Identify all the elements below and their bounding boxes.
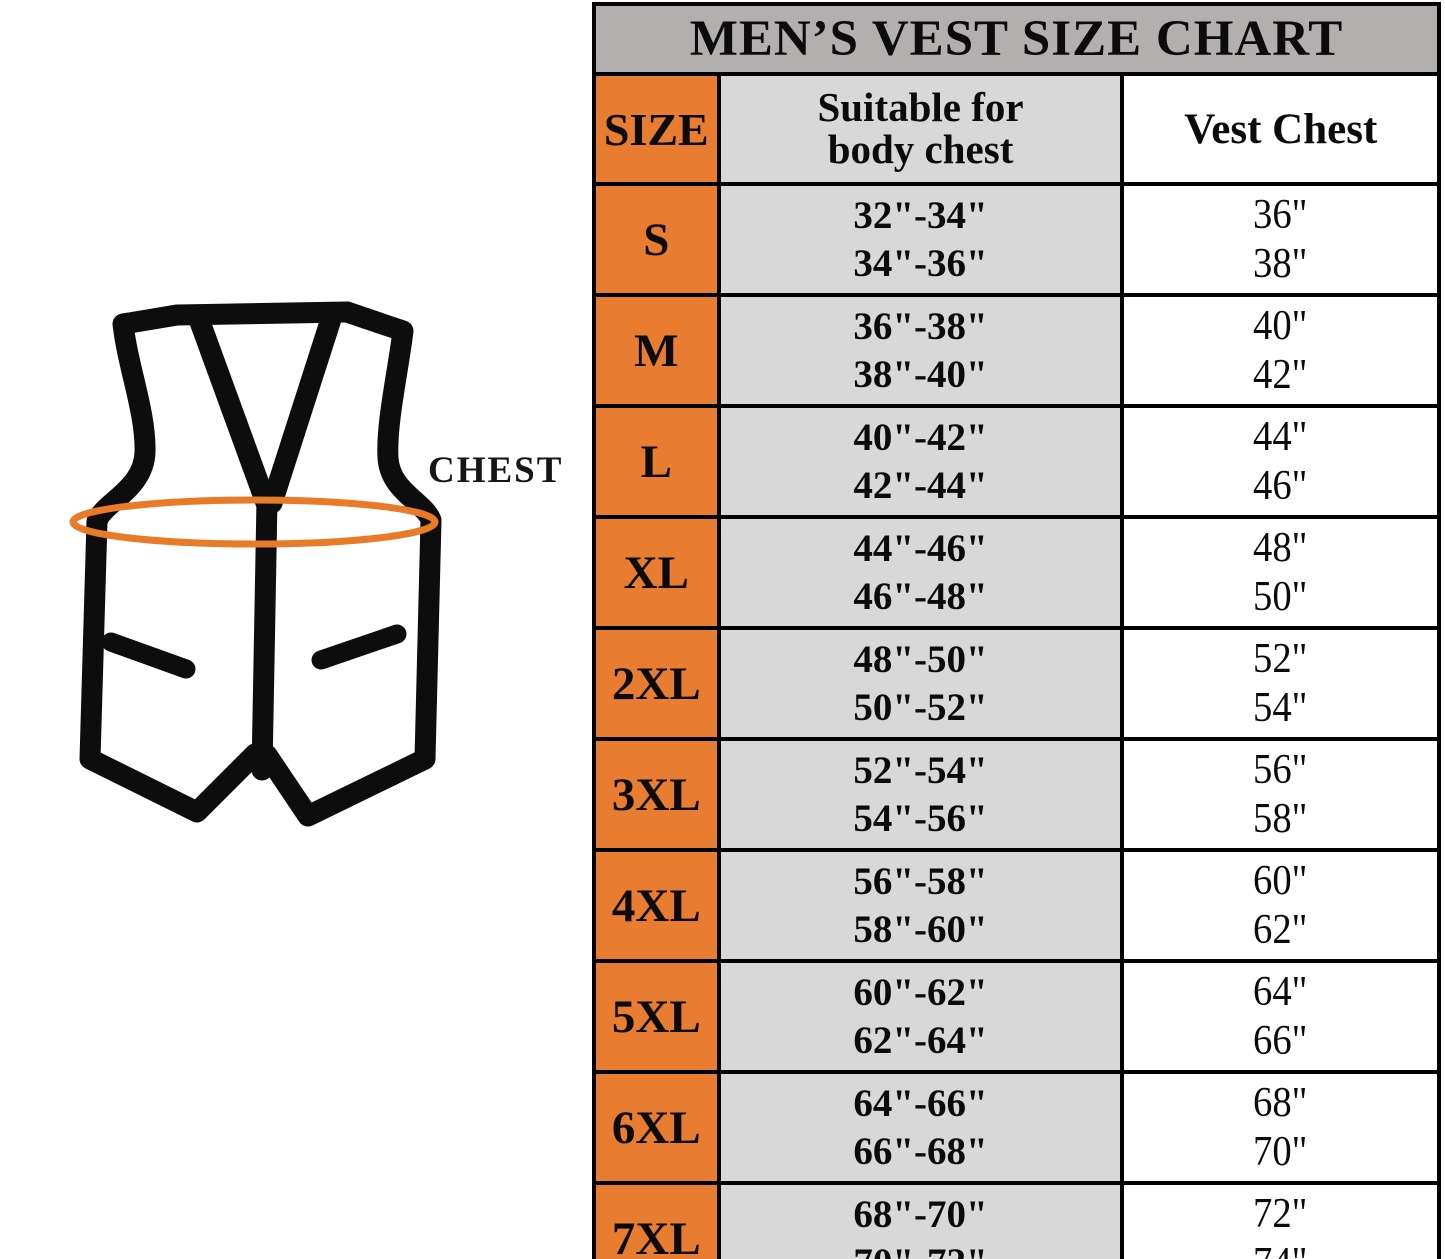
column-header-body-chest: Suitable for body chest [716, 72, 1125, 186]
vest-outline-left [79, 301, 358, 823]
vest-chest-value: 40" [1253, 302, 1308, 349]
body-chest-value: 34"-36" [853, 242, 988, 286]
body-chest-range: 36"-38" 38"-40" [716, 293, 1125, 408]
body-chest-value: 62"-64" [853, 1019, 988, 1063]
vest-chest-value: 42" [1253, 352, 1308, 399]
vest-chest-size: 56" 58" [1120, 737, 1441, 852]
vest-chest-value: 56" [1253, 746, 1308, 793]
vest-chest-size: 52" 54" [1120, 626, 1441, 741]
body-chest-value: 36"-38" [853, 304, 988, 348]
vest-chest-value: 70" [1253, 1129, 1308, 1176]
size-chart-table: MEN’S VEST SIZE CHART SIZE Suitable for … [592, 2, 1441, 1259]
size-label: XL [592, 515, 721, 630]
body-chest-value: 66"-68" [853, 1130, 988, 1174]
column-header-body-chest-line1: Suitable for [817, 84, 1024, 131]
vest-chest-size: 68" 70" [1120, 1070, 1441, 1185]
vest-chest-value: 72" [1253, 1190, 1308, 1237]
vest-chest-value: 54" [1253, 685, 1308, 732]
table-row-l: L 40"-42" 42"-44" 44" 46" [592, 404, 1441, 519]
vest-chest-value: 38" [1253, 241, 1308, 288]
body-chest-value: 68"-70" [853, 1192, 988, 1236]
vest-chest-value: 60" [1253, 857, 1308, 904]
body-chest-value: 70"-72" [721, 1243, 1121, 1259]
chest-measurement-ellipse [69, 496, 439, 548]
table-row-xl: XL 44"-46" 46"-48" 48" 50" [592, 515, 1441, 630]
body-chest-value: 44"-46" [853, 526, 988, 570]
body-chest-range: 64"-66" 66"-68" [716, 1070, 1125, 1185]
body-chest-value: 38"-40" [853, 353, 988, 397]
vest-illustration [69, 301, 442, 827]
body-chest-value: 46"-48" [853, 575, 988, 619]
vest-chest-size: 60" 62" [1120, 848, 1441, 963]
vest-chest-size: 40" 42" [1120, 293, 1441, 408]
vest-chest-value: 64" [1253, 968, 1308, 1015]
table-row-5xl: 5XL 60"-62" 62"-64" 64" 66" [592, 959, 1441, 1074]
size-label: 3XL [592, 737, 721, 852]
vest-chest-value: 48" [1253, 524, 1308, 571]
vest-chest-size: 36" 38" [1120, 182, 1441, 297]
column-header-size: SIZE [592, 72, 721, 186]
table-row-7xl: 7XL 68"-70" 70"-72" 72" 74" [592, 1181, 1441, 1259]
vest-chest-value: 74" [1137, 1242, 1425, 1259]
size-label: L [592, 404, 721, 519]
vest-chest-size: 48" 50" [1120, 515, 1441, 630]
table-row-4xl: 4XL 56"-58" 58"-60" 60" 62" [592, 848, 1441, 963]
column-header-body-chest-line2: body chest [827, 126, 1014, 172]
body-chest-value: 58"-60" [853, 908, 988, 952]
body-chest-range: 56"-58" 58"-60" [716, 848, 1125, 963]
vest-lapel-right [261, 305, 343, 514]
table-title-row: MEN’S VEST SIZE CHART [592, 2, 1441, 76]
vest-chest-value: 58" [1253, 796, 1308, 843]
vest-chest-value: 68" [1253, 1079, 1308, 1126]
body-chest-value: 40"-42" [853, 415, 988, 459]
body-chest-value: 32"-34" [853, 193, 988, 237]
vest-lapel-left [189, 311, 277, 514]
body-chest-value: 52"-54" [853, 748, 988, 792]
body-chest-range: 68"-70" 70"-72" [716, 1181, 1125, 1259]
vest-chest-value: 44" [1253, 413, 1308, 460]
size-label: 7XL [592, 1181, 721, 1259]
vest-chest-value: 62" [1253, 907, 1308, 954]
vest-chest-value: 52" [1253, 635, 1308, 682]
vest-pocket-left [101, 632, 196, 679]
table-row-2xl: 2XL 48"-50" 50"-52" 52" 54" [592, 626, 1441, 741]
table-row-s: S 32"-34" 34"-36" 36" 38" [592, 182, 1441, 297]
size-label: 2XL [592, 626, 721, 741]
vest-chest-value: 36" [1253, 191, 1308, 238]
body-chest-range: 40"-42" 42"-44" [716, 404, 1125, 519]
body-chest-value: 42"-44" [853, 464, 988, 508]
vest-chest-value: 46" [1253, 463, 1308, 510]
table-row-m: M 36"-38" 38"-40" 40" 42" [592, 293, 1441, 408]
body-chest-range: 60"-62" 62"-64" [716, 959, 1125, 1074]
chest-measurement-label: CHEST [428, 450, 564, 491]
body-chest-range: 52"-54" 54"-56" [716, 737, 1125, 852]
vest-outline-right [256, 301, 442, 827]
body-chest-range: 32"-34" 34"-36" [716, 182, 1125, 297]
vest-chest-size: 72" 74" [1120, 1181, 1441, 1259]
size-label: 4XL [592, 848, 721, 963]
vest-chest-value: 66" [1253, 1018, 1308, 1065]
size-label: 6XL [592, 1070, 721, 1185]
size-label: M [592, 293, 721, 408]
body-chest-value: 48"-50" [853, 637, 988, 681]
vest-chest-value: 50" [1253, 574, 1308, 621]
body-chest-range: 48"-50" 50"-52" [716, 626, 1125, 741]
body-chest-value: 56"-58" [853, 859, 988, 903]
body-chest-value: 64"-66" [853, 1081, 988, 1125]
body-chest-value: 60"-62" [853, 970, 988, 1014]
vest-pocket-right [311, 624, 407, 670]
size-label: S [592, 182, 721, 297]
table-row-6xl: 6XL 64"-66" 66"-68" 68" 70" [592, 1070, 1441, 1185]
vest-chest-size: 64" 66" [1120, 959, 1441, 1074]
table-header-row: SIZE Suitable for body chest Vest Chest [592, 72, 1441, 186]
table-title: MEN’S VEST SIZE CHART [592, 2, 1441, 76]
body-chest-value: 54"-56" [853, 797, 988, 841]
table-row-3xl: 3XL 52"-54" 54"-56" 56" 58" [592, 737, 1441, 852]
column-header-vest-chest: Vest Chest [1120, 72, 1441, 186]
vest-chest-size: 44" 46" [1120, 404, 1441, 519]
body-chest-value: 50"-52" [853, 686, 988, 730]
body-chest-range: 44"-46" 46"-48" [716, 515, 1125, 630]
size-label: 5XL [592, 959, 721, 1074]
